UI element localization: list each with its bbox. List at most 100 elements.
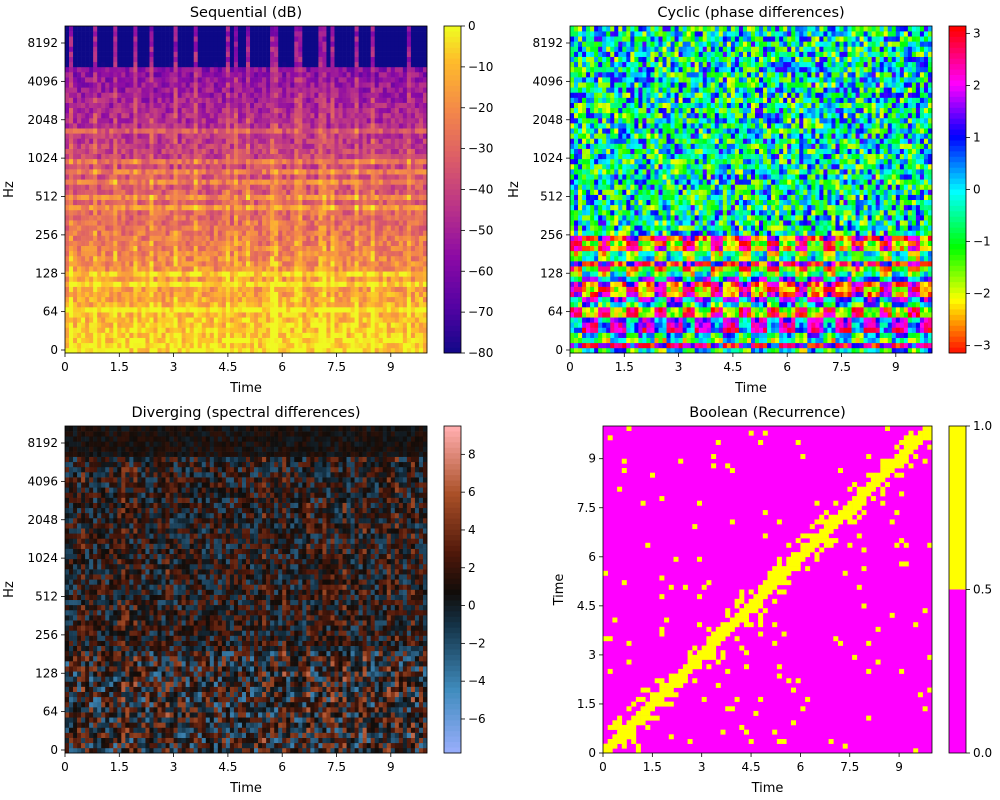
heatmap-cell — [190, 333, 194, 338]
heatmap-cell — [286, 200, 290, 205]
heatmap-cell — [101, 246, 105, 251]
heatmap-cell — [222, 225, 226, 230]
heatmap-cell — [101, 225, 105, 230]
heatmap-cell — [170, 174, 174, 179]
heatmap-cell — [222, 281, 226, 286]
heatmap-cell — [310, 138, 314, 143]
heatmap-cell — [318, 159, 322, 164]
heatmap-cell — [238, 118, 242, 123]
heatmap-cell — [347, 103, 351, 108]
heatmap-cell — [202, 251, 206, 256]
heatmap-cell — [230, 92, 234, 97]
heatmap-cell — [379, 98, 383, 103]
heatmap-cell — [318, 195, 322, 200]
heatmap-cell — [419, 179, 423, 184]
heatmap-cell — [270, 338, 274, 343]
heatmap-cell — [375, 169, 379, 174]
heatmap-cell — [347, 174, 351, 179]
heatmap-cell — [153, 103, 157, 108]
heatmap-cell — [186, 266, 190, 271]
heatmap-cell — [363, 230, 367, 235]
heatmap-cell — [77, 281, 81, 286]
heatmap-cell — [85, 230, 89, 235]
heatmap-cell — [306, 92, 310, 97]
heatmap-cell — [351, 159, 355, 164]
heatmap-cell — [101, 302, 105, 307]
heatmap-cell — [330, 343, 334, 348]
heatmap-cell — [278, 113, 282, 118]
heatmap-cell — [415, 215, 419, 220]
heatmap-cell — [419, 190, 423, 195]
heatmap-cell — [234, 281, 238, 286]
heatmap-cell — [222, 205, 226, 210]
heatmap-cell — [286, 261, 290, 266]
heatmap-cell — [351, 215, 355, 220]
heatmap-cell — [210, 200, 214, 205]
heatmap-cell — [89, 67, 93, 72]
heatmap-cell — [419, 205, 423, 210]
heatmap-cell — [149, 184, 153, 189]
heatmap-cell — [391, 123, 395, 128]
heatmap-cell — [302, 246, 306, 251]
heatmap-cell — [97, 195, 101, 200]
heatmap-cell — [174, 87, 178, 92]
heatmap-cell — [149, 103, 153, 108]
heatmap-cell — [162, 251, 166, 256]
heatmap-cell — [206, 195, 210, 200]
heatmap-cell — [262, 261, 266, 266]
heatmap-cell — [310, 281, 314, 286]
heatmap-cell — [403, 82, 407, 87]
heatmap-cell — [149, 87, 153, 92]
heatmap-cell — [339, 169, 343, 174]
heatmap-cell — [153, 118, 157, 123]
heatmap-cell — [250, 210, 254, 215]
heatmap-cell — [286, 256, 290, 261]
heatmap-cell — [113, 98, 117, 103]
heatmap-cell — [202, 246, 206, 251]
heatmap-cell — [133, 195, 137, 200]
heatmap-cell — [242, 87, 246, 92]
heatmap-cell — [149, 225, 153, 230]
heatmap-cell — [97, 292, 101, 297]
heatmap-cell — [258, 343, 262, 348]
heatmap-cell — [69, 338, 73, 343]
heatmap-cell — [125, 220, 129, 225]
heatmap-cell — [77, 200, 81, 205]
heatmap-cell — [415, 123, 419, 128]
heatmap-cell — [186, 98, 190, 103]
heatmap-cell — [278, 348, 282, 353]
heatmap-cell — [113, 123, 117, 128]
heatmap-cell — [278, 266, 282, 271]
heatmap-cell — [226, 98, 230, 103]
heatmap-cell — [355, 149, 359, 154]
heatmap-cell — [129, 327, 133, 332]
heatmap-cell — [286, 322, 290, 327]
heatmap-cell — [294, 241, 298, 246]
heatmap-cell — [274, 138, 278, 143]
heatmap-cell — [113, 266, 117, 271]
heatmap-cell — [359, 333, 363, 338]
heatmap-cell — [73, 256, 77, 261]
heatmap-cell — [133, 215, 137, 220]
heatmap-cell — [407, 338, 411, 343]
heatmap-cell — [190, 348, 194, 353]
heatmap-cell — [266, 164, 270, 169]
heatmap-cell — [302, 322, 306, 327]
heatmap-cell — [174, 281, 178, 286]
heatmap-cell — [387, 128, 391, 133]
heatmap-cell — [242, 174, 246, 179]
heatmap-cell — [282, 327, 286, 332]
heatmap-cell — [133, 343, 137, 348]
heatmap-cell — [351, 87, 355, 92]
heatmap-cell — [129, 333, 133, 338]
heatmap-cell — [270, 154, 274, 159]
heatmap-cell — [294, 164, 298, 169]
heatmap-cell — [89, 281, 93, 286]
heatmap-cell — [306, 225, 310, 230]
heatmap-cell — [286, 72, 290, 77]
heatmap-cell — [198, 98, 202, 103]
heatmap-cell — [125, 200, 129, 205]
heatmap-cell — [403, 205, 407, 210]
heatmap-cell — [298, 261, 302, 266]
heatmap-cell — [162, 317, 166, 322]
